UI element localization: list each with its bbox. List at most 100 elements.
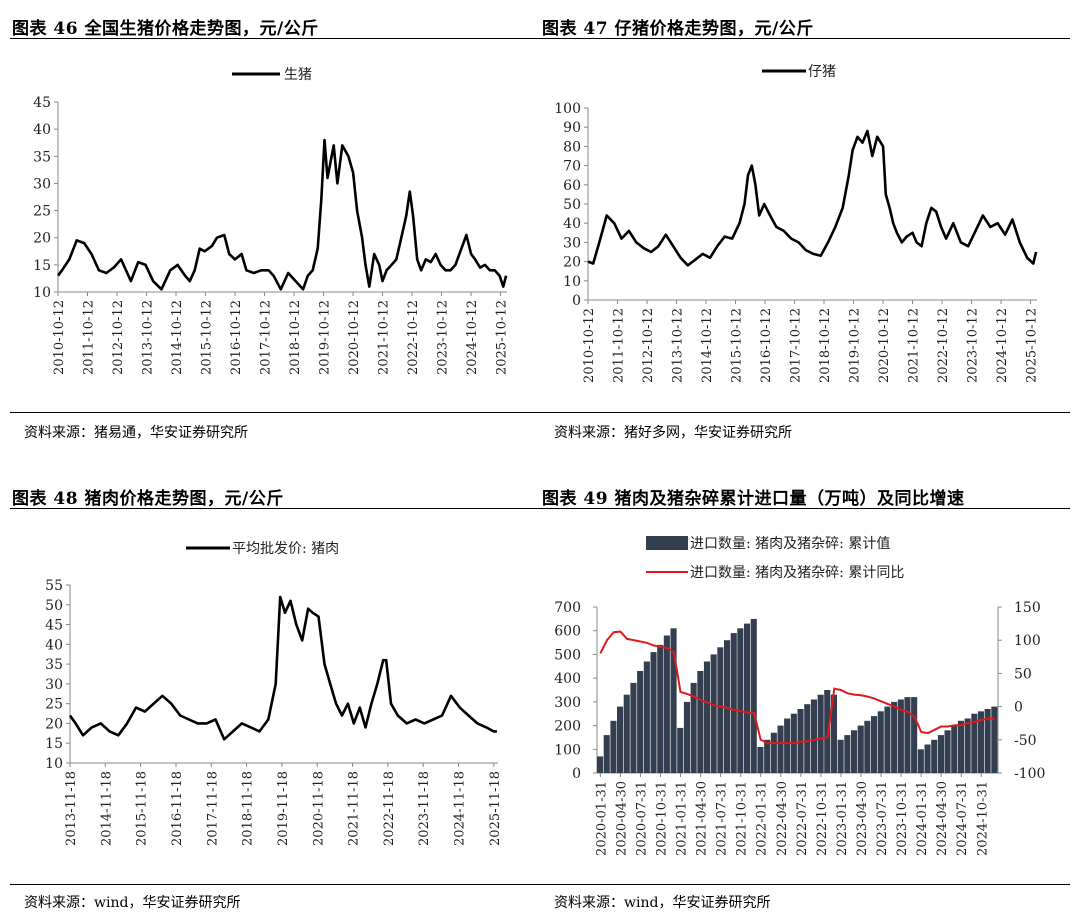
bar <box>711 654 717 773</box>
x-tick-label: 2019-10-12 <box>847 308 862 383</box>
x-tick-label: 2014-11-18 <box>99 771 114 846</box>
title-rule <box>540 38 1070 39</box>
x-tick-label: 2024-04-30 <box>935 781 950 856</box>
x-tick-label: 2012-10-12 <box>111 300 126 375</box>
y-tick-label: 90 <box>563 120 581 136</box>
y-tick-label-left: 700 <box>554 600 581 616</box>
x-tick-label: 2013-11-18 <box>64 771 79 846</box>
y-tick-label: 80 <box>563 139 581 155</box>
x-tick-label: 2016-10-12 <box>759 308 774 383</box>
bar <box>804 704 810 773</box>
bar <box>637 671 643 773</box>
bar <box>844 735 850 773</box>
bar <box>737 628 743 773</box>
x-tick-label: 2021-10-12 <box>907 308 922 383</box>
bar <box>958 721 964 773</box>
x-tick-label: 2023-10-12 <box>435 300 450 375</box>
x-tick-label: 2013-10-12 <box>671 308 686 383</box>
series-line <box>70 597 497 739</box>
x-tick-label: 2020-10-12 <box>347 300 362 375</box>
x-tick-label: 2014-10-12 <box>700 308 715 383</box>
bar <box>818 695 824 773</box>
x-tick-label: 2021-10-12 <box>377 300 392 375</box>
bar <box>891 702 897 773</box>
x-tick-label: 2020-10-12 <box>877 308 892 383</box>
x-tick-label: 2016-10-12 <box>229 300 244 375</box>
y-tick-label: 20 <box>45 716 63 732</box>
y-tick-label: 50 <box>45 598 63 614</box>
legend-label: 生猪 <box>284 67 312 83</box>
x-tick-label: 2017-10-12 <box>789 308 804 383</box>
bar <box>751 619 757 773</box>
x-tick-label: 2017-11-18 <box>205 771 220 846</box>
chart-title: 图表 47 仔猪价格走势图，元/公斤 <box>542 14 814 39</box>
x-tick-label: 2022-04-30 <box>775 781 790 856</box>
y-tick-label: 100 <box>554 101 581 117</box>
x-tick-label: 2021-11-18 <box>347 771 362 846</box>
x-tick-label: 2020-11-18 <box>311 771 326 846</box>
source-rule <box>540 884 1070 885</box>
x-tick-label: 2022-01-31 <box>755 781 770 856</box>
y-tick-label: 20 <box>33 231 51 247</box>
y-tick-label: 70 <box>563 159 581 175</box>
bar <box>965 719 971 774</box>
x-tick-label: 2011-10-12 <box>81 300 96 375</box>
panel-pork-imports: 图表 49 猪肉及猪杂碎累计进口量（万吨）及同比增速 进口数量: 猪肉及猪杂碎:… <box>540 470 1070 923</box>
y-tick-label: 10 <box>563 274 581 290</box>
panel-pig-price: 图表 46 全国生猪价格走势图，元/公斤 生猪 45 40 35 30 25 20 15 10 2… <box>10 0 540 450</box>
series-line <box>588 131 1036 265</box>
x-tick-label: 2020-10-31 <box>654 781 669 856</box>
bar <box>945 730 951 773</box>
source-rule <box>10 884 540 885</box>
x-tick-label: 2024-01-31 <box>915 781 930 856</box>
bar <box>644 662 650 774</box>
y-tick-label: 45 <box>45 618 63 634</box>
bar <box>757 747 763 773</box>
y-tick-label-left: 400 <box>554 671 581 687</box>
bar <box>824 690 830 773</box>
bar <box>657 645 663 773</box>
source-note: 资料来源：wind，华安证券研究所 <box>554 892 770 912</box>
x-tick-label: 2015-11-18 <box>135 771 150 846</box>
y-tick-label-left: 0 <box>572 766 581 782</box>
source-note: 资料来源：猪易通，华安证券研究所 <box>24 422 248 442</box>
y-tick-label: 60 <box>563 178 581 194</box>
bar <box>717 647 723 773</box>
y-tick-label-right: 50 <box>1014 666 1032 682</box>
bar <box>610 721 616 773</box>
x-tick-label: 2022-11-18 <box>382 771 397 846</box>
y-tick-label: 10 <box>45 756 63 772</box>
y-tick-label: 40 <box>45 637 63 653</box>
source-note: 资料来源：wind，华安证券研究所 <box>24 892 240 912</box>
bar <box>858 726 864 773</box>
bar <box>764 740 770 773</box>
y-tick-label: 15 <box>33 258 51 274</box>
x-tick-label: 2010-10-12 <box>52 300 67 375</box>
y-tick-label: 10 <box>33 285 51 301</box>
x-tick-label: 2022-10-12 <box>936 308 951 383</box>
x-tick-label: 2015-10-12 <box>729 308 744 383</box>
x-tick-label: 2024-10-12 <box>995 308 1010 383</box>
bar <box>884 707 890 773</box>
y-tick-label: 0 <box>572 293 581 309</box>
bar <box>771 733 777 773</box>
x-tick-label: 2019-11-18 <box>276 771 291 846</box>
bar <box>951 726 957 773</box>
bar <box>871 716 877 773</box>
x-tick-label: 2020-07-31 <box>634 781 649 856</box>
bar <box>651 652 657 773</box>
bar <box>838 740 844 773</box>
bar <box>617 707 623 773</box>
y-tick-label: 15 <box>45 736 63 752</box>
legend-swatch-bar <box>646 536 688 550</box>
x-tick-label: 2011-10-12 <box>611 308 626 383</box>
x-tick-label: 2010-10-12 <box>582 308 597 383</box>
x-tick-label: 2018-10-12 <box>818 308 833 383</box>
chart-title: 图表 49 猪肉及猪杂碎累计进口量（万吨）及同比增速 <box>542 484 965 509</box>
y-tick-label-left: 600 <box>554 624 581 640</box>
y-tick-label: 55 <box>45 578 63 594</box>
source-rule <box>10 412 540 413</box>
x-tick-label: 2014-10-12 <box>170 300 185 375</box>
